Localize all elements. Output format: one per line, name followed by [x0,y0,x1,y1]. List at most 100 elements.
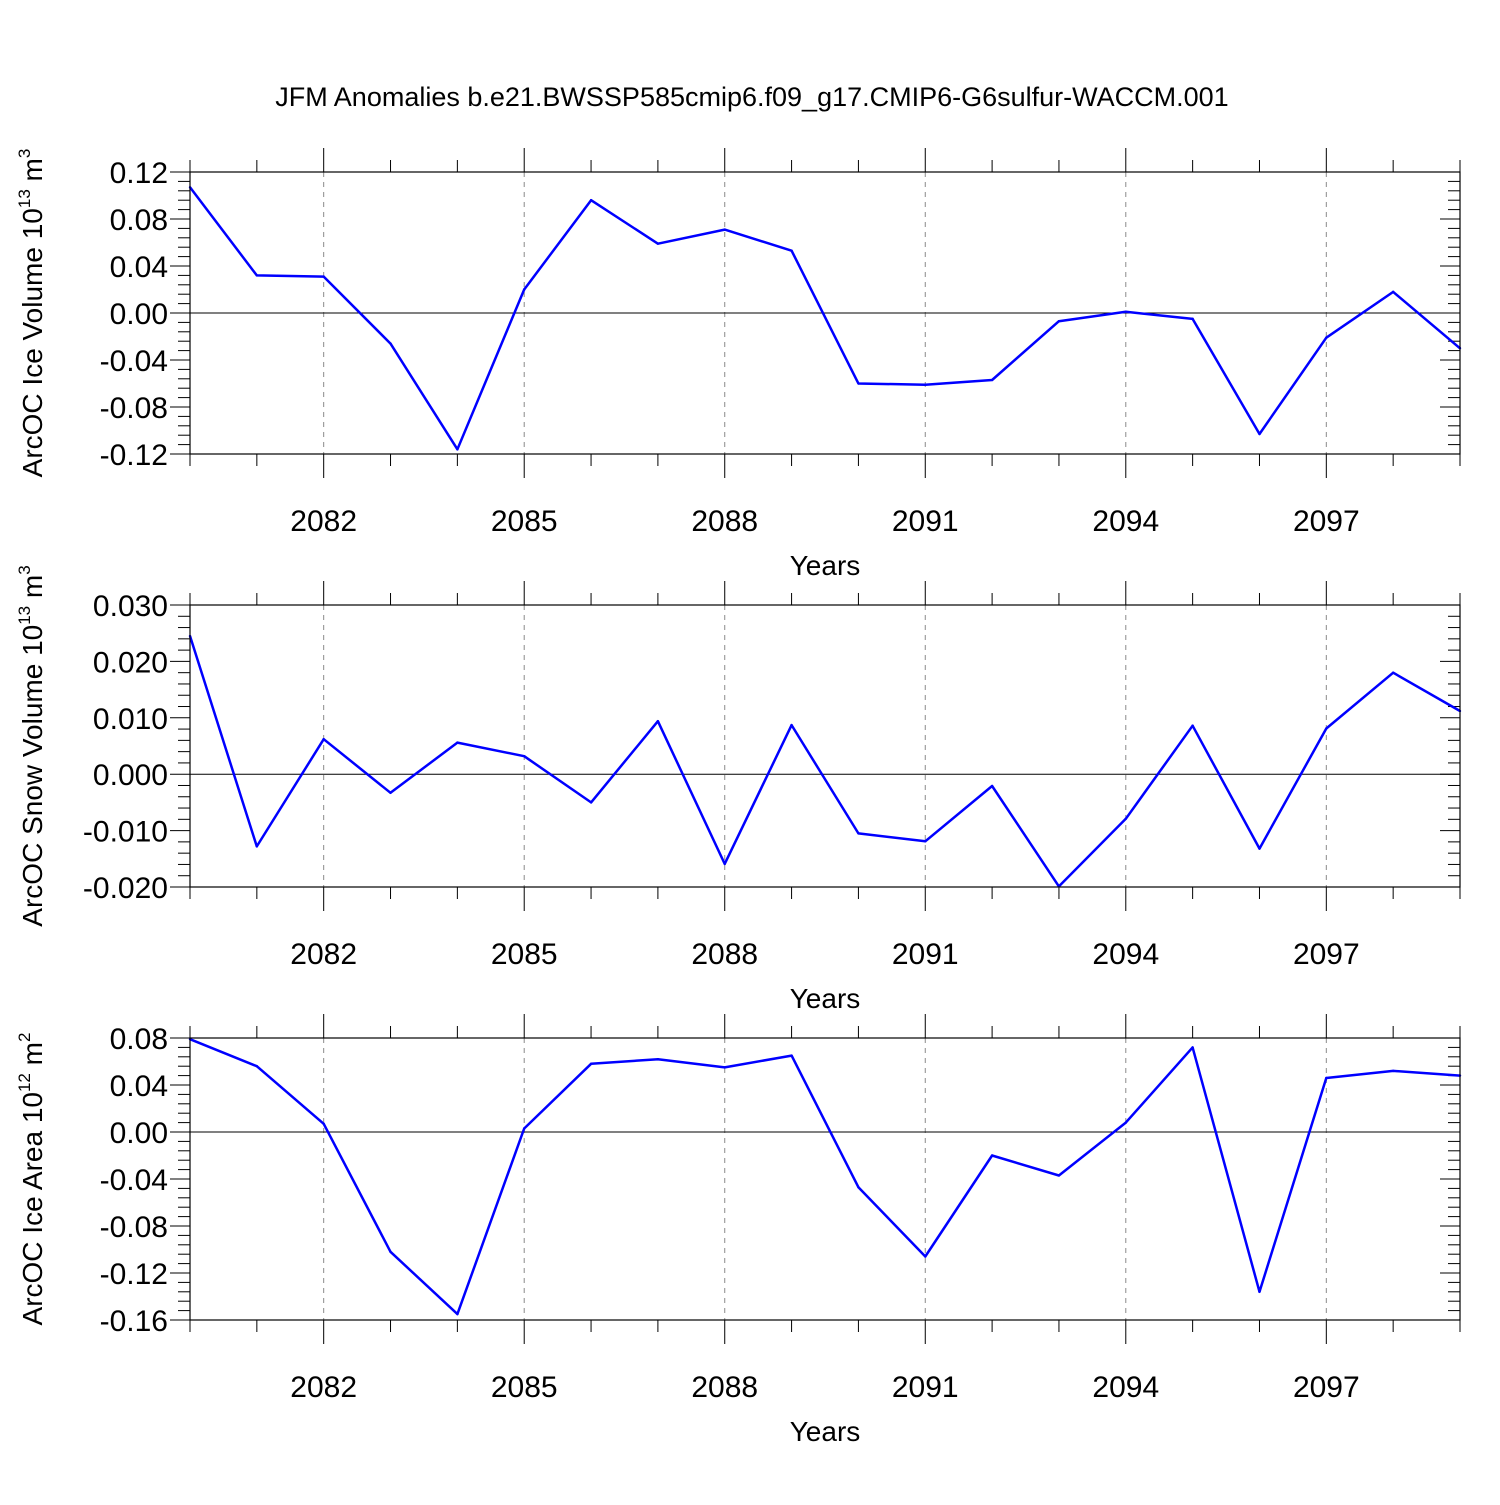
data-point [1191,1046,1194,1049]
data-point [990,784,994,788]
y-tick-label: 0.08 [110,1023,168,1056]
y-tick-label: 0.04 [110,251,168,284]
data-point [1325,336,1328,339]
data-point [790,249,793,252]
data-point [790,723,793,727]
y-tick-label: 0.00 [110,298,168,331]
x-axis-label: Years [790,1416,861,1447]
x-tick-label: 2097 [1293,938,1360,971]
y-axis-label: ArcOC Ice Area 1012 m2 [15,1033,48,1326]
x-tick-label: 2082 [290,1371,357,1404]
data-point [589,801,593,804]
data-point [656,719,660,723]
data-point [1391,290,1395,294]
y-tick-label: -0.16 [100,1305,168,1338]
y-axis-label-exponent: 12 [15,1073,34,1092]
y-axis-label-unit-exponent: 3 [15,565,34,574]
x-tick-label: 2094 [1092,505,1159,538]
x-tick-label: 2088 [691,1371,758,1404]
data-point [990,1154,994,1157]
y-axis-label-unit: m [17,1042,48,1073]
data-point [1325,1076,1328,1080]
data-point [456,448,459,451]
data-point [1258,1290,1261,1294]
data-point [990,378,994,382]
y-axis-label-text: ArcOC Ice Area 10 [17,1092,48,1325]
x-tick-label: 2085 [491,938,558,971]
figure-title: JFM Anomalies b.e21.BWSSP585cmip6.f09_g1… [275,82,1228,112]
data-point [924,383,927,386]
data-point [656,242,660,245]
y-tick-label: 0.04 [110,1070,168,1103]
data-point [924,840,927,843]
x-tick-label: 2097 [1293,1371,1360,1404]
data-point [656,1057,660,1061]
y-tick-label: 0.010 [93,703,168,736]
y-axis-label: ArcOC Ice Volume 1013 m3 [15,149,48,478]
data-point [589,199,593,202]
y-tick-label: 0.12 [110,157,168,190]
plot-frame [189,604,1461,888]
y-tick-label: -0.04 [100,1164,168,1197]
panel-3: 0.08 0.04 0.00 -0.04 -0.08 -0.12 -0.16 2082 2085… [15,1014,1462,1447]
data-point [389,791,392,795]
x-tick-label: 2091 [892,1371,959,1404]
data-point [523,288,526,291]
x-tick-label: 2088 [691,938,758,971]
y-tick-label: 0.08 [110,204,168,237]
data-point [1191,317,1194,321]
data-point [322,1122,325,1125]
x-axis-label: Years [790,550,861,581]
x-tick-label: 2094 [1092,1371,1159,1404]
series-line [189,1038,1461,1316]
y-tick-label: -0.010 [83,816,168,849]
x-tick-label: 2088 [691,505,758,538]
y-axis-label-text: ArcOC Snow Volume 10 [17,625,48,927]
y-axis-label-unit: m [17,575,48,606]
data-point [523,1127,526,1130]
data-point [723,1066,726,1069]
series-line [189,186,1461,451]
x-tick-label: 2091 [892,938,959,971]
y-tick-label: -0.12 [100,439,168,472]
data-point [389,1250,392,1254]
y-axis-label-text: ArcOC Ice Volume 10 [17,208,48,477]
data-point [1124,1121,1127,1124]
data-point [723,228,726,231]
panel-1: 0.12 0.08 0.04 0.00 -0.04 -0.08 -0.12 2082 2085 2… [15,148,1462,581]
x-tick-label: 2097 [1293,505,1360,538]
y-tick-label: -0.12 [100,1258,168,1291]
y-tick-label: -0.04 [100,345,168,378]
y-axis-label-unit: m [17,158,48,189]
series-line [188,635,1461,888]
y-tick-label: -0.020 [83,872,168,905]
data-point [1391,1069,1395,1073]
data-point [255,274,259,277]
x-tick-label: 2082 [290,938,357,971]
data-point [322,738,325,741]
y-tick-label: 0.000 [93,759,168,792]
data-point [456,1312,459,1316]
data-point [1124,310,1127,314]
data-point [857,832,860,835]
data-point [723,862,726,866]
data-point [523,754,526,758]
y-axis-label-unit-exponent: 3 [15,149,34,158]
data-point [924,1255,927,1258]
data-point [857,382,860,385]
data-point [790,1054,793,1057]
data-point [1191,724,1194,727]
data-point [1258,432,1261,436]
data-point [1258,847,1261,850]
data-point [1391,671,1395,674]
x-tick-label: 2091 [892,505,959,538]
x-tick-label: 2094 [1092,938,1159,971]
data-point [1325,727,1328,730]
y-tick-label: 0.030 [93,590,168,623]
data-point [389,342,392,345]
y-axis-label-exponent: 13 [15,189,34,208]
data-point [322,275,325,278]
y-axis-label: ArcOC Snow Volume 1013 m3 [15,565,48,926]
plot-frame [189,171,1461,455]
